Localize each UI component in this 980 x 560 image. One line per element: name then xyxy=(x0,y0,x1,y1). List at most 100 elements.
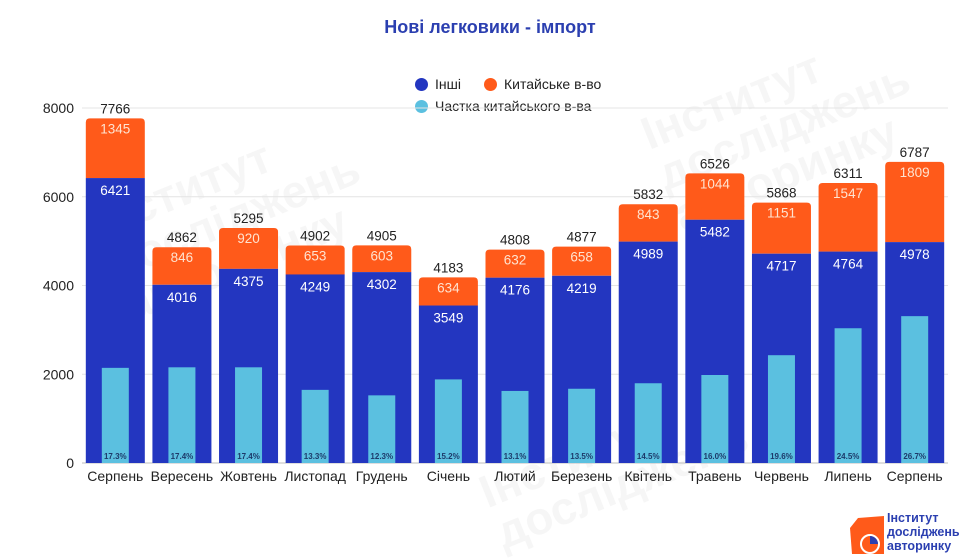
bar-chinese xyxy=(85,118,145,179)
total-label: 4808 xyxy=(500,233,530,248)
others-value-label: 4717 xyxy=(766,259,796,274)
chart-title: Нові легковики - імпорт xyxy=(384,17,596,37)
bar-share xyxy=(168,367,196,463)
x-tick-label: Червень xyxy=(754,468,809,484)
others-value-label: 4989 xyxy=(633,247,663,262)
bar-share xyxy=(101,367,129,463)
share-value-label: 26.7% xyxy=(903,452,926,461)
bar-share xyxy=(434,379,462,463)
x-tick-label: Травень xyxy=(688,468,741,484)
total-label: 5832 xyxy=(633,187,663,202)
others-value-label: 4176 xyxy=(500,283,530,298)
bar-chinese xyxy=(685,173,745,220)
others-value-label: 4978 xyxy=(900,247,930,262)
total-label: 7766 xyxy=(100,101,130,116)
logo-line: Інститут xyxy=(887,511,939,525)
chinese-value-label: 1044 xyxy=(700,176,731,191)
total-label: 4862 xyxy=(167,230,197,245)
total-label: 6311 xyxy=(834,166,863,181)
share-value-label: 19.6% xyxy=(770,452,793,461)
bar-chinese xyxy=(885,161,945,243)
logo-icon xyxy=(850,516,884,554)
chinese-value-label: 843 xyxy=(637,207,660,222)
chinese-value-label: 632 xyxy=(504,253,527,268)
others-value-label: 4249 xyxy=(300,279,330,294)
share-value-label: 13.1% xyxy=(504,452,527,461)
legend-item-chinese: Китайське в-во xyxy=(484,76,601,92)
x-tick-label: Лютий xyxy=(494,468,535,484)
total-label: 6787 xyxy=(900,145,930,160)
legend-label: Інші xyxy=(435,76,461,92)
others-value-label: 4375 xyxy=(234,274,264,289)
bar-chinese xyxy=(618,204,678,242)
chinese-value-label: 634 xyxy=(437,280,460,295)
x-tick-label: Жовтень xyxy=(220,468,277,484)
bar-chinese xyxy=(818,182,878,252)
chinese-value-label: 1547 xyxy=(833,186,863,201)
x-tick-label: Листопад xyxy=(284,468,346,484)
others-value-label: 6421 xyxy=(100,183,130,198)
legend-dot-icon xyxy=(415,77,428,91)
bar-chinese xyxy=(152,247,212,285)
bar-chinese xyxy=(751,202,811,254)
bar-share xyxy=(834,328,862,463)
others-value-label: 4016 xyxy=(167,290,197,305)
logo-line: авторинку xyxy=(887,539,952,553)
total-label: 5868 xyxy=(766,186,796,201)
x-tick-label: Серпень xyxy=(87,468,143,484)
share-value-label: 12.3% xyxy=(370,452,393,461)
y-tick-label: 8000 xyxy=(43,100,74,116)
bar-chinese xyxy=(285,245,345,275)
others-value-label: 4764 xyxy=(833,257,864,272)
others-value-label: 4302 xyxy=(367,277,397,292)
others-value-label: 3549 xyxy=(433,311,463,326)
x-tick-label: Серпень xyxy=(887,468,943,484)
share-value-label: 13.3% xyxy=(304,452,327,461)
legend-item-others: Інші xyxy=(415,76,461,92)
legend-item-share: Частка китайського в-ва xyxy=(415,98,591,114)
total-label: 6526 xyxy=(700,156,730,171)
bar-share xyxy=(301,389,329,463)
bar-chinese xyxy=(418,277,478,306)
chinese-value-label: 846 xyxy=(171,250,194,265)
share-value-label: 15.2% xyxy=(437,452,460,461)
total-label: 5295 xyxy=(234,211,264,226)
total-label: 4905 xyxy=(367,228,397,243)
legend-dot-icon xyxy=(415,99,428,113)
share-value-label: 16.0% xyxy=(704,452,727,461)
x-tick-label: Липень xyxy=(824,468,871,484)
bar-share xyxy=(501,390,529,463)
x-tick-label: Грудень xyxy=(356,468,408,484)
chinese-value-label: 603 xyxy=(371,248,394,263)
bar-chinese xyxy=(219,228,279,269)
bar-chinese xyxy=(352,245,412,273)
y-tick-label: 6000 xyxy=(43,189,74,205)
share-value-label: 13.5% xyxy=(570,452,593,461)
share-value-label: 17.4% xyxy=(237,452,260,461)
bar-share xyxy=(235,367,263,463)
chinese-value-label: 653 xyxy=(304,248,327,263)
y-tick-label: 0 xyxy=(66,455,74,471)
chinese-value-label: 1345 xyxy=(100,121,130,136)
total-label: 4877 xyxy=(567,230,597,245)
logo-line: досліджень xyxy=(887,525,960,539)
share-value-label: 17.4% xyxy=(171,452,194,461)
total-label: 4183 xyxy=(433,260,463,275)
legend-label: Китайське в-во xyxy=(504,76,602,92)
bar-share xyxy=(634,383,662,463)
y-tick-label: 4000 xyxy=(43,278,74,294)
x-tick-label: Березень xyxy=(551,468,612,484)
bar-share xyxy=(767,355,795,463)
x-tick-label: Вересень xyxy=(151,468,214,484)
bar-chinese xyxy=(485,249,545,278)
legend-label: Частка китайського в-ва xyxy=(435,98,592,114)
bar-share xyxy=(901,316,929,463)
bar-share xyxy=(701,375,729,463)
chinese-value-label: 920 xyxy=(237,231,260,246)
share-value-label: 24.5% xyxy=(837,452,860,461)
others-value-label: 4219 xyxy=(567,281,597,296)
others-value-label: 5482 xyxy=(700,225,730,240)
y-tick-label: 2000 xyxy=(43,366,74,382)
share-value-label: 17.3% xyxy=(104,452,127,461)
